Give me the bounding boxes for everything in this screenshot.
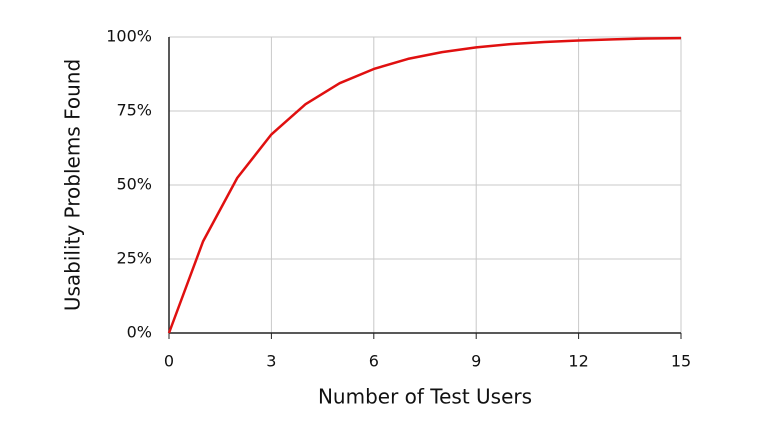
x-tick-label: 6 <box>369 352 379 371</box>
y-tick-label: 100% <box>106 27 152 46</box>
x-tick-label: 3 <box>266 352 276 371</box>
y-tick-label: 50% <box>116 175 152 194</box>
line <box>167 36 682 334</box>
y-tick-label: 25% <box>116 249 152 268</box>
y-tick-label: 0% <box>127 323 152 342</box>
y-axis-title: Usability Problems Found <box>61 59 85 311</box>
y-tick-label: 75% <box>116 101 152 120</box>
x-tick-label: 0 <box>164 352 174 371</box>
x-tick-label: 12 <box>568 352 588 371</box>
x-tick-label: 9 <box>471 352 481 371</box>
x-tick-label: 15 <box>671 352 691 371</box>
x-axis-title: Number of Test Users <box>318 385 532 409</box>
